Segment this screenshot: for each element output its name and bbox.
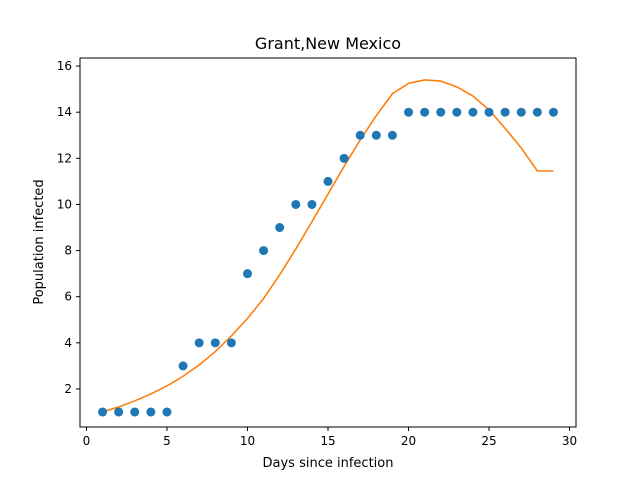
data-point — [387, 130, 397, 140]
y-tick-label: 2 — [64, 382, 72, 396]
data-point — [146, 407, 156, 417]
y-axis: 2 4 6 8 10 12 14 16 — [57, 59, 80, 396]
y-tick-label: 16 — [57, 59, 72, 73]
data-point — [548, 107, 558, 117]
data-point — [130, 407, 140, 417]
x-axis: 0 5 10 15 20 25 30 — [83, 427, 577, 448]
scatter-series-layer — [98, 107, 558, 417]
data-point — [500, 107, 510, 117]
chart-title: Grant,New Mexico — [255, 34, 401, 53]
data-point — [484, 107, 494, 117]
y-tick-label: 4 — [64, 336, 72, 350]
data-point — [98, 407, 108, 417]
data-point — [275, 223, 285, 233]
x-tick-label: 15 — [320, 434, 335, 448]
line-series-layer — [102, 79, 554, 413]
data-point — [210, 338, 220, 348]
data-point — [339, 153, 349, 163]
data-point — [436, 107, 446, 117]
x-tick-label: 0 — [83, 434, 91, 448]
data-point — [162, 407, 172, 417]
data-point — [307, 199, 317, 209]
data-point — [114, 407, 124, 417]
data-point — [420, 107, 430, 117]
data-point — [226, 338, 236, 348]
data-point — [452, 107, 462, 117]
data-point — [323, 176, 333, 186]
data-point — [516, 107, 526, 117]
fit-line — [102, 79, 554, 413]
y-tick-label: 10 — [57, 197, 72, 211]
x-tick-label: 25 — [481, 434, 496, 448]
data-point — [194, 338, 204, 348]
data-point — [468, 107, 478, 117]
data-point — [355, 130, 365, 140]
y-tick-label: 14 — [57, 105, 72, 119]
data-point — [371, 130, 381, 140]
x-tick-label: 20 — [401, 434, 416, 448]
y-tick-label: 6 — [64, 290, 72, 304]
data-point — [404, 107, 414, 117]
data-point — [291, 199, 301, 209]
x-tick-label: 10 — [240, 434, 255, 448]
data-point — [259, 246, 269, 256]
data-point — [242, 269, 252, 279]
data-point — [178, 361, 188, 371]
x-tick-label: 5 — [163, 434, 171, 448]
plot-area — [98, 79, 558, 417]
data-point — [532, 107, 542, 117]
y-axis-label: Population infected — [32, 179, 47, 304]
x-tick-label: 30 — [562, 434, 577, 448]
y-tick-label: 12 — [57, 151, 72, 165]
x-axis-label: Days since infection — [263, 456, 394, 471]
y-tick-label: 8 — [64, 244, 72, 258]
